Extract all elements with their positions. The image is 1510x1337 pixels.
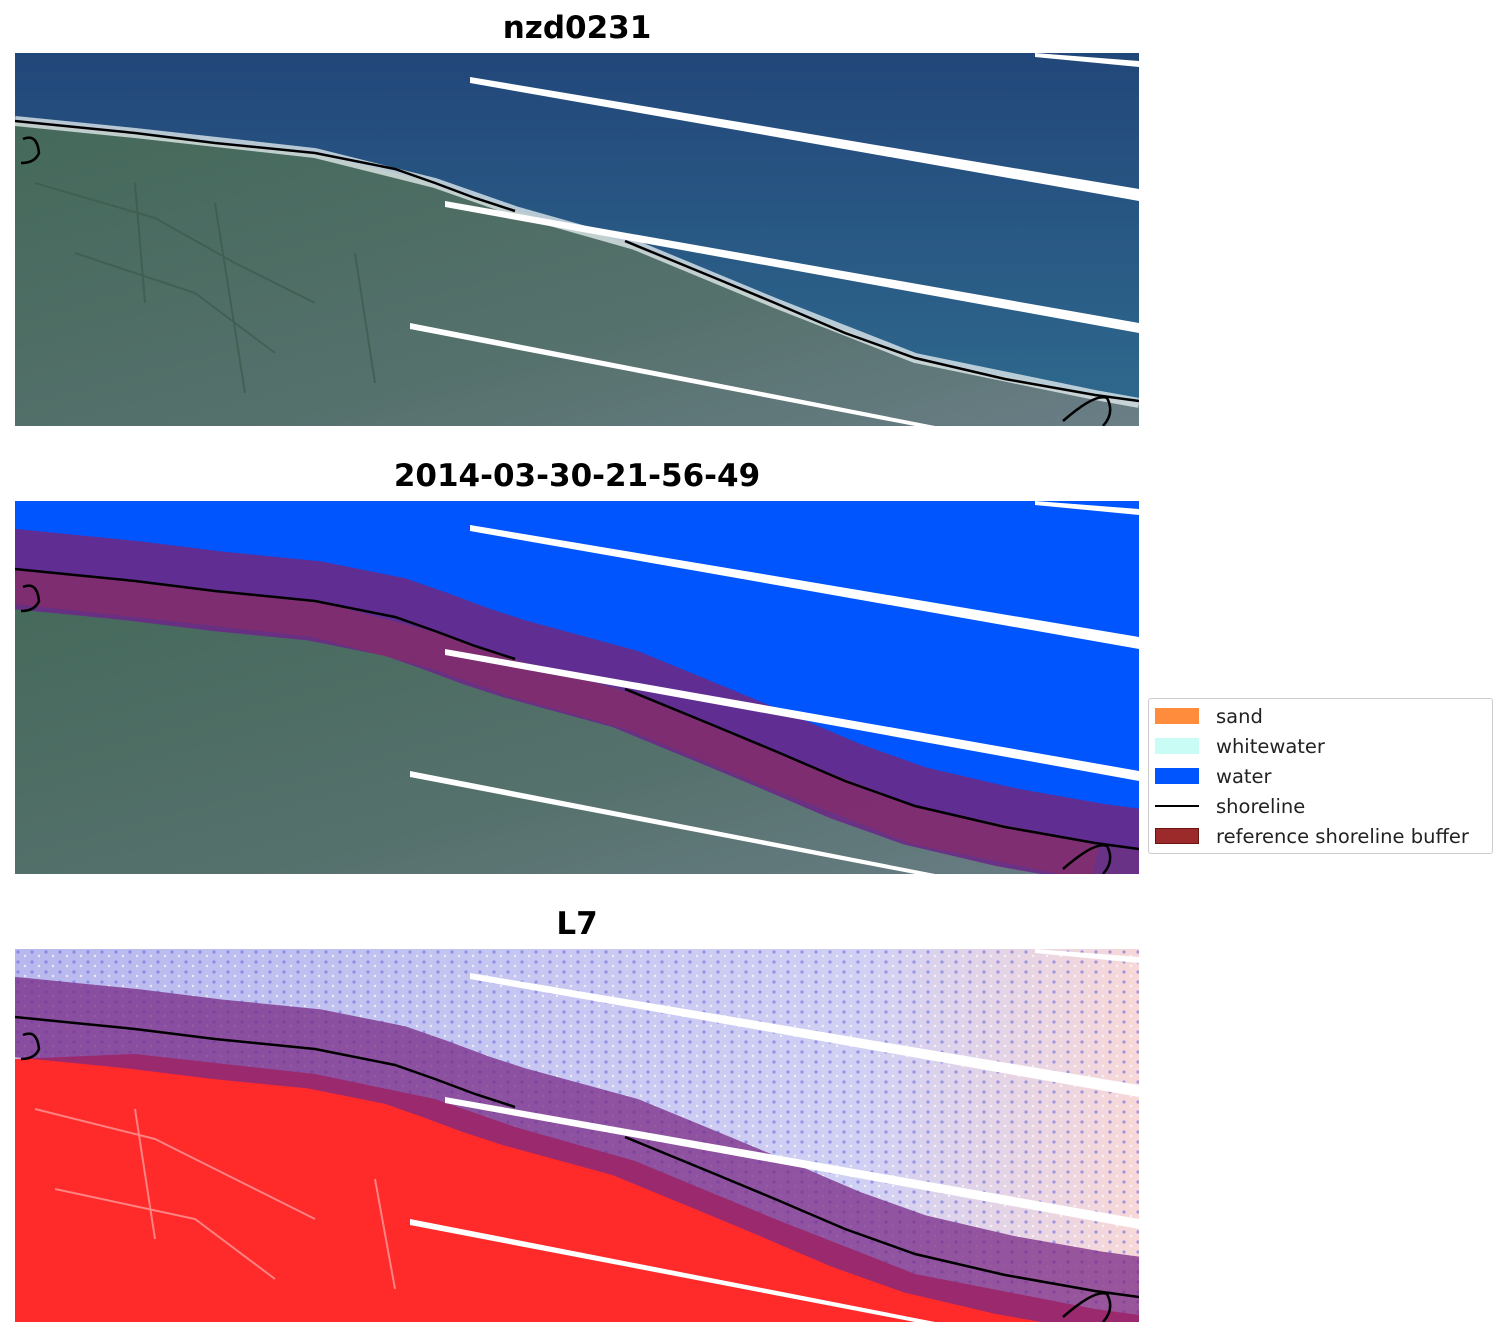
- legend-label-water: water: [1216, 764, 1272, 788]
- legend-label-shoreline: shoreline: [1216, 794, 1306, 818]
- whitewater-swatch: [1155, 738, 1199, 754]
- legend-item-water: water: [1155, 764, 1272, 788]
- legend-label-sand: sand: [1216, 704, 1263, 728]
- rgb-image: [15, 53, 1139, 426]
- shoreline-trace: [15, 1015, 1139, 1299]
- legend-label-whitewater: whitewater: [1216, 734, 1325, 758]
- shoreline-line-swatch: [1155, 805, 1199, 807]
- land-area: [15, 121, 1139, 426]
- legend-item-buffer: reference shoreline buffer: [1155, 824, 1469, 848]
- shoreline-inlets: [20, 584, 1112, 874]
- index-land-texture: [34, 1108, 396, 1290]
- legend-label-buffer: reference shoreline buffer: [1216, 824, 1469, 848]
- legend-item-shoreline: shoreline: [1155, 794, 1305, 818]
- panel-title-date: 2014-03-30-21-56-49: [393, 458, 761, 494]
- classified-image: [15, 501, 1139, 874]
- shoreline-inlets: [20, 1032, 1112, 1322]
- index-image-panel: [15, 949, 1139, 1322]
- water-swatch: [1155, 768, 1199, 784]
- legend: sand whitewater water shoreline referenc…: [1148, 698, 1493, 854]
- index-image: [15, 949, 1139, 1322]
- panel-title-satellite: L7: [556, 906, 598, 942]
- shoreline-trace: [15, 119, 1139, 403]
- shoreline-inlets: [20, 136, 1112, 426]
- panel-title-rgb: nzd0231: [502, 10, 652, 46]
- buffer-landward-half: [15, 568, 1099, 874]
- scan-line-gaps: [410, 949, 1139, 1322]
- buffer-swatch: [1155, 828, 1199, 844]
- classified-image-panel: [15, 501, 1139, 874]
- legend-item-sand: sand: [1155, 704, 1263, 728]
- scan-line-gaps: [410, 53, 1139, 426]
- legend-item-whitewater: whitewater: [1155, 734, 1325, 758]
- scan-line-gaps: [410, 501, 1139, 874]
- field-boundaries: [34, 182, 376, 394]
- shoreline-trace: [15, 567, 1139, 851]
- sand-swatch: [1155, 708, 1199, 724]
- rgb-image-panel: [15, 53, 1139, 426]
